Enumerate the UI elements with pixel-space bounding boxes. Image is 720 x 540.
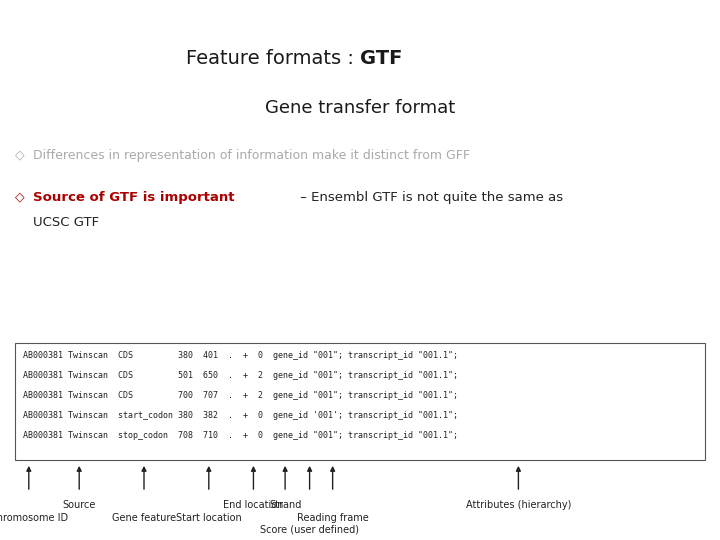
Text: Strand: Strand — [269, 500, 301, 510]
Text: Differences in representation of information make it distinct from GFF: Differences in representation of informa… — [33, 148, 470, 161]
Text: Gene feature: Gene feature — [112, 513, 176, 523]
Text: AB000381 Twinscan  stop_codon  708  710  .  +  0  gene_id "001"; transcript_id ": AB000381 Twinscan stop_codon 708 710 . +… — [23, 430, 458, 440]
Text: GTF: GTF — [360, 49, 402, 68]
Text: AB000381 Twinscan  CDS         501  650  .  +  2  gene_id "001"; transcript_id ": AB000381 Twinscan CDS 501 650 . + 2 gene… — [23, 370, 458, 380]
Text: End location: End location — [223, 500, 284, 510]
Text: Reading frame: Reading frame — [297, 513, 369, 523]
Text: Start location: Start location — [176, 513, 242, 523]
Text: AB000381 Twinscan  CDS         700  707  .  +  2  gene_id "001"; transcript_id ": AB000381 Twinscan CDS 700 707 . + 2 gene… — [23, 390, 458, 400]
Text: ◇: ◇ — [15, 148, 24, 161]
Text: AB000381 Twinscan  CDS         380  401  .  +  0  gene_id "001"; transcript_id ": AB000381 Twinscan CDS 380 401 . + 0 gene… — [23, 350, 458, 360]
Text: AB000381 Twinscan  start_codon 380  382  .  +  0  gene_id '001'; transcript_id ": AB000381 Twinscan start_codon 380 382 . … — [23, 410, 458, 420]
Text: Source of GTF is important: Source of GTF is important — [33, 191, 235, 204]
Text: Attributes (hierarchy): Attributes (hierarchy) — [466, 500, 571, 510]
Text: Source: Source — [63, 500, 96, 510]
Bar — [15, 343, 705, 460]
Text: – Ensembl GTF is not quite the same as: – Ensembl GTF is not quite the same as — [296, 191, 563, 204]
Text: Feature formats :: Feature formats : — [186, 49, 360, 68]
Text: ◇: ◇ — [15, 191, 24, 204]
Text: Chromosome ID: Chromosome ID — [0, 513, 68, 523]
Text: Gene transfer format: Gene transfer format — [265, 99, 455, 117]
Text: Score (user defined): Score (user defined) — [260, 525, 359, 535]
Text: UCSC GTF: UCSC GTF — [33, 215, 99, 228]
